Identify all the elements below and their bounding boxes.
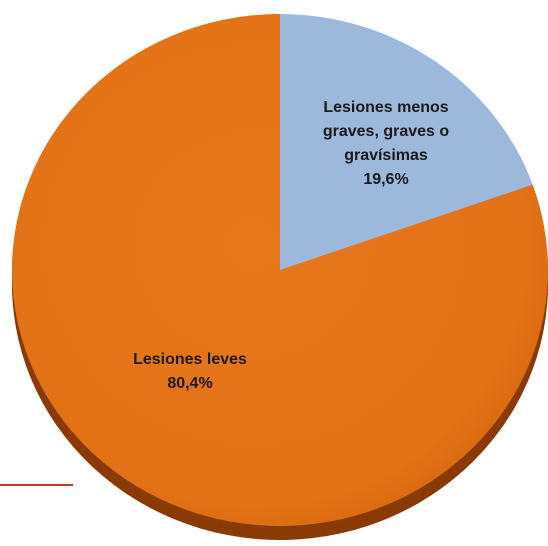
- slice-label-line: Lesiones leves: [133, 351, 247, 368]
- pie-slice-1: [280, 14, 533, 270]
- pie-slices: [11, 14, 548, 526]
- slice-label-line: gravísimas: [344, 147, 428, 164]
- slice-label-line: graves, graves o: [323, 123, 450, 140]
- slice-value-1: 19,6%: [363, 171, 408, 188]
- pie-labels: Lesiones menos graves, graves o gravísimas…: [133, 99, 449, 392]
- slice-value-2: 80,4%: [167, 375, 212, 392]
- slice-label-1: Lesiones menos graves, graves o gravísimas…: [323, 99, 450, 188]
- pie-slice-2: [11, 14, 548, 526]
- slice-label-2: Lesiones leves 80,4%: [133, 351, 247, 392]
- slice-label-line: Lesiones menos: [323, 99, 448, 116]
- red-divider-line: [0, 484, 73, 486]
